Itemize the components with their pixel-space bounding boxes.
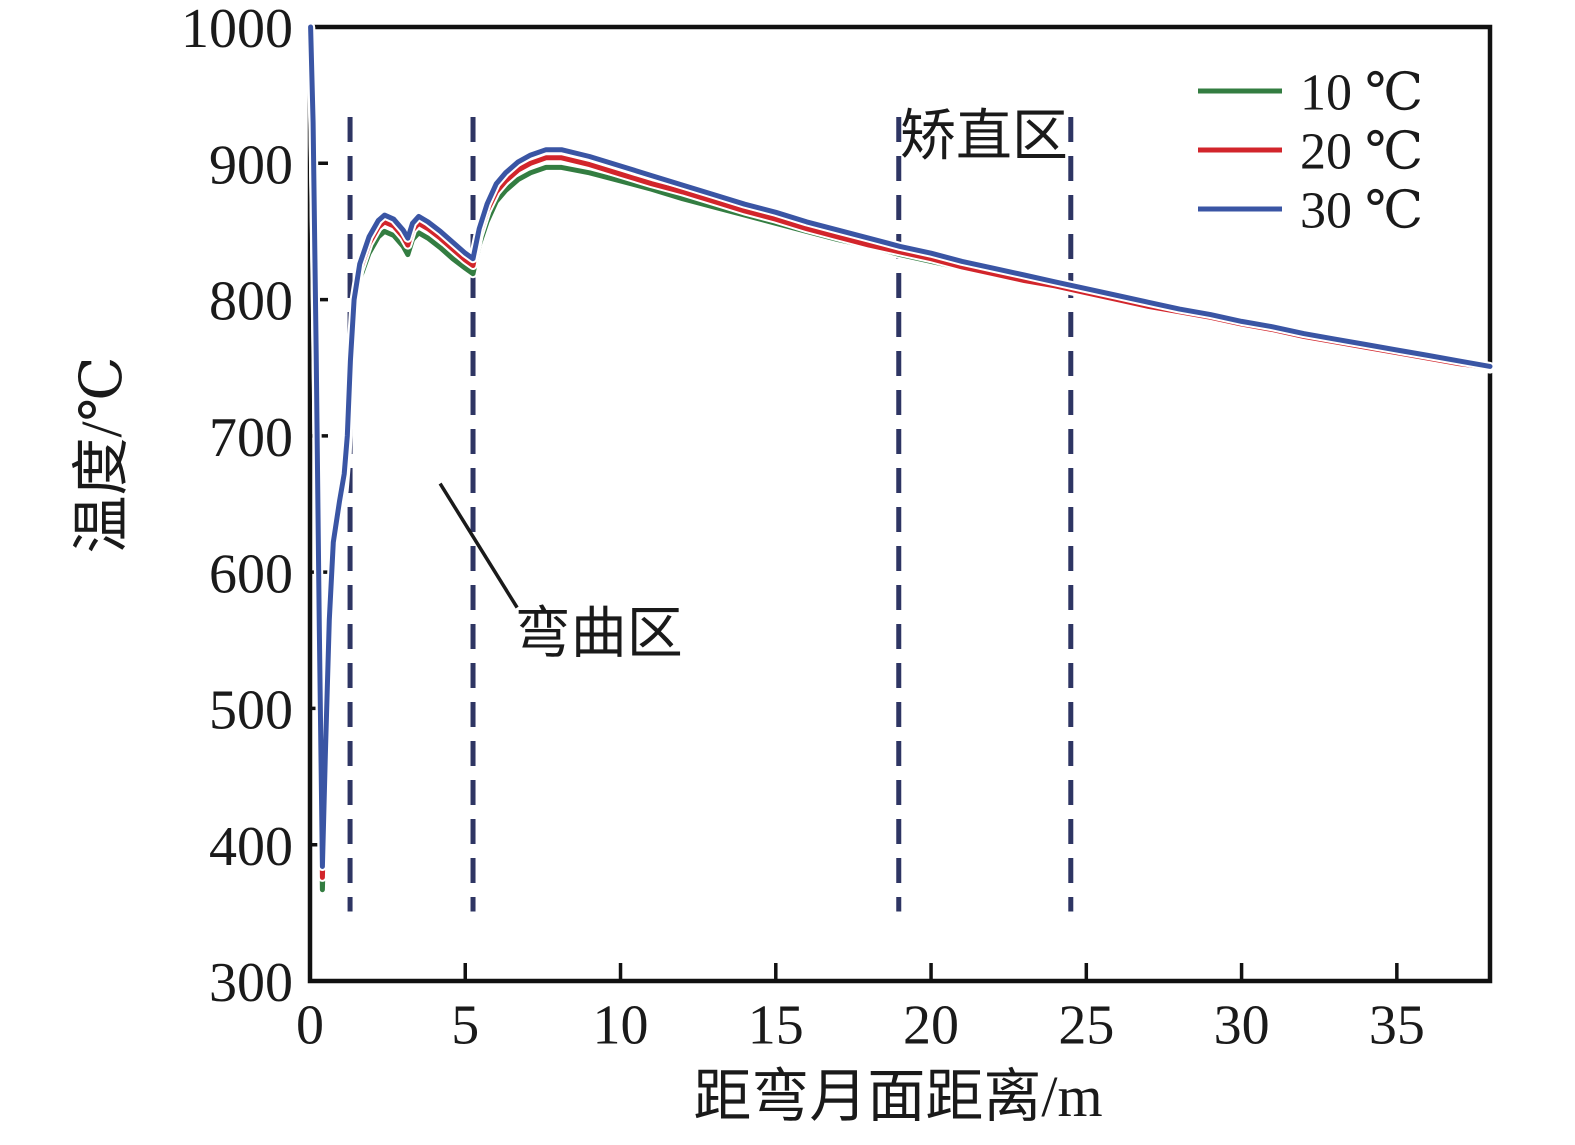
- x-tick-label: 30: [1214, 994, 1270, 1056]
- x-axis-label: 距弯月面距离/m: [693, 1064, 1102, 1129]
- legend: 10 ℃20 ℃30 ℃: [1198, 65, 1423, 240]
- x-tick-label: 35: [1369, 994, 1425, 1056]
- y-tick-label: 700: [209, 407, 293, 469]
- y-tick-label: 900: [209, 134, 293, 196]
- plot-frame: [307, 24, 1493, 984]
- x-tick-label: 0: [296, 994, 324, 1056]
- y-tick-label: 1000: [181, 0, 293, 60]
- annotation-leader-line: [438, 482, 519, 609]
- legend-label-10c: 10 ℃: [1300, 65, 1423, 122]
- x-tick-label: 20: [903, 994, 959, 1056]
- y-tick-label: 600: [209, 543, 293, 605]
- temperature-curve-30c: [308, 24, 1493, 869]
- annotation-straightening-zone: 矫直区: [900, 106, 1068, 168]
- x-tick-label: 15: [748, 994, 804, 1056]
- y-tick-label: 400: [209, 816, 293, 878]
- y-tick-label: 500: [209, 680, 293, 742]
- y-tick-label: 300: [209, 952, 293, 1014]
- annotation-bending-zone: 弯曲区: [515, 603, 683, 665]
- x-tick-label: 10: [593, 994, 649, 1056]
- legend-label-30c: 30 ℃: [1300, 183, 1423, 240]
- y-tick-label: 800: [209, 271, 293, 333]
- legend-label-20c: 20 ℃: [1300, 124, 1423, 181]
- x-tick-label: 25: [1058, 994, 1114, 1056]
- x-tick-label: 5: [451, 994, 479, 1056]
- y-axis-label: 温度/℃: [69, 357, 134, 554]
